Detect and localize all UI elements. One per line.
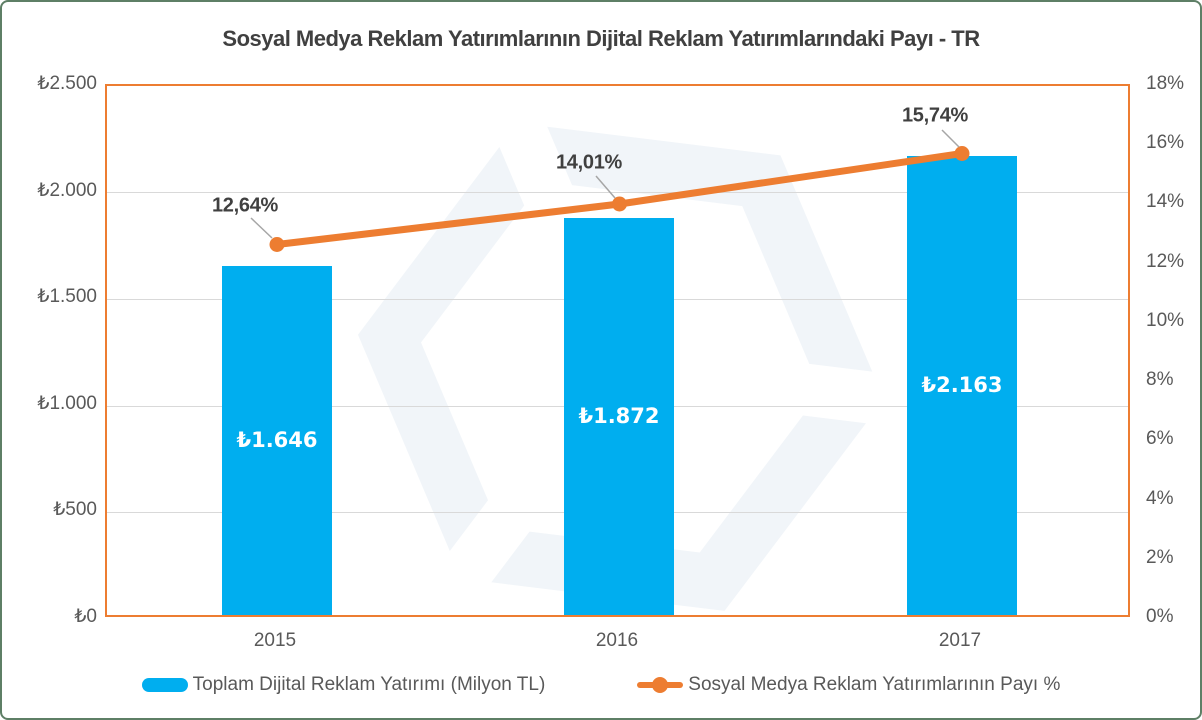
right-axis-tick: 0% (1146, 606, 1174, 627)
right-axis-tick: 18% (1146, 73, 1185, 94)
bar-value-label: ₺2.163 (921, 373, 1003, 397)
left-axis-tick: ₺2.000 (37, 180, 97, 201)
right-axis-tick: 8% (1146, 369, 1174, 390)
line-point-2015 (269, 237, 285, 252)
right-axis-tick: 4% (1146, 488, 1174, 509)
leader-line (250, 217, 273, 239)
right-axis-tick: 6% (1146, 428, 1174, 449)
line-point-2016 (612, 196, 627, 212)
left-axis-tick: ₺1.500 (37, 286, 97, 307)
point-label-2015: 12,64% (211, 194, 279, 217)
legend-label-bars: Toplam Dijital Reklam Yatırımı (Milyon T… (192, 674, 546, 695)
line-series-marker-icon (637, 677, 684, 693)
x-axis-label-2015: 2015 (253, 630, 297, 651)
left-axis-tick: ₺2.500 (37, 73, 97, 94)
chart-title: Sosyal Medya Reklam Yatırımlarının Dijit… (222, 26, 980, 51)
left-axis-tick: ₺0 (74, 606, 97, 627)
bar-2017: ₺2.163 (907, 156, 1017, 615)
point-label-2017: 15,74% (901, 104, 969, 127)
leader-line (941, 129, 960, 148)
left-axis-tick: ₺500 (53, 499, 97, 520)
leader-line (595, 175, 616, 199)
legend: Toplam Dijital Reklam Yatırımı (Milyon T… (2, 674, 1200, 696)
right-axis-tick: 2% (1146, 547, 1174, 568)
bar-value-label: ₺1.646 (236, 428, 318, 452)
line-point-2017 (954, 146, 970, 161)
legend-item-line: Sosyal Medya Reklam Yatırımlarının Payı … (637, 674, 1060, 696)
legend-item-bars: Toplam Dijital Reklam Yatırımı (Milyon T… (141, 674, 546, 696)
right-axis-tick: 16% (1146, 132, 1185, 153)
bar-value-label: ₺1.872 (578, 404, 660, 428)
point-label-2016: 14,01% (555, 151, 623, 174)
right-axis-tick: 12% (1146, 251, 1185, 272)
x-axis-label-2016: 2016 (595, 630, 639, 651)
right-axis-tick: 14% (1146, 191, 1185, 212)
legend-label-line: Sosyal Medya Reklam Yatırımlarının Payı … (688, 674, 1061, 695)
plot-area: ₺1.646 ₺1.872 ₺2.163 12,64% 14,01% 15,74… (105, 84, 1130, 617)
line-series (250, 129, 970, 252)
x-axis-label-2017: 2017 (938, 630, 982, 651)
right-axis-tick: 10% (1146, 310, 1185, 331)
bar-series-swatch-icon (141, 678, 188, 692)
left-axis-tick: ₺1.000 (37, 393, 97, 414)
bar-2016: ₺1.872 (564, 218, 674, 615)
gridline (107, 192, 1128, 193)
bar-2015: ₺1.646 (222, 266, 332, 615)
